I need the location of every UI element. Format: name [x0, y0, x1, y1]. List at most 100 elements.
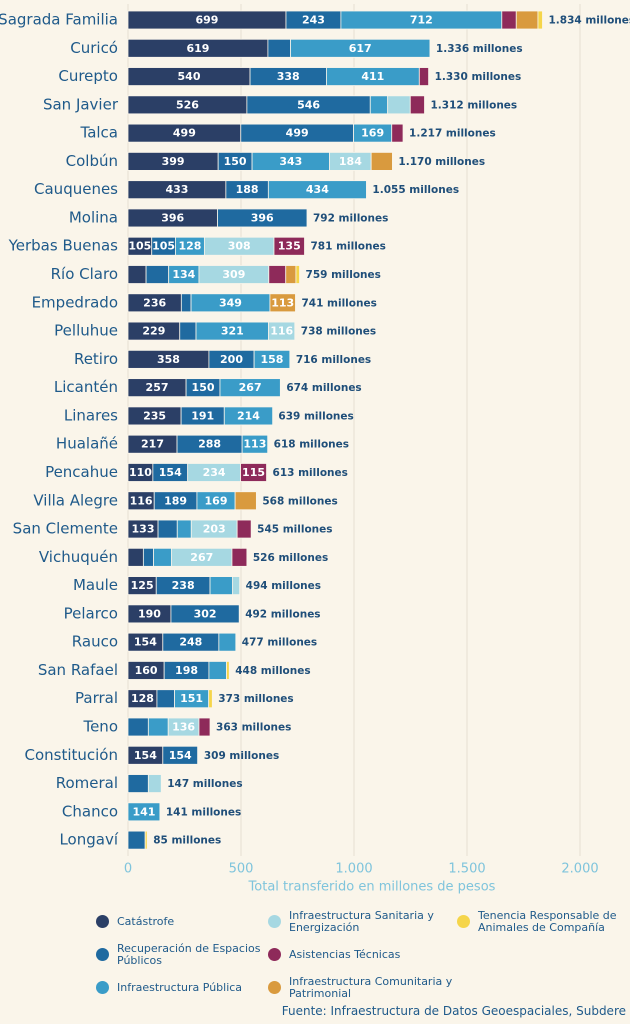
bar-segment: [253, 349, 291, 369]
segment-label: 712: [410, 14, 433, 27]
total-label: 613 millones: [273, 467, 348, 479]
segment-label: 134: [172, 268, 195, 281]
legend-item: Recuperación de Espacios Públicos: [96, 938, 268, 971]
category-label: Maule: [73, 576, 118, 594]
total-label: 1.217 millones: [409, 128, 496, 140]
segment-label: 133: [132, 523, 155, 536]
segment-label: 184: [339, 155, 362, 168]
segment-label: 358: [157, 353, 180, 366]
bar-segment: [269, 293, 296, 313]
bar-segment: [226, 661, 230, 680]
category-label: Licantén: [54, 378, 118, 396]
segment-label: 214: [237, 409, 260, 422]
total-label: 1.312 millones: [431, 99, 518, 111]
segment-label: 200: [220, 353, 243, 366]
segment-label: 190: [138, 607, 161, 620]
total-label: 309 millones: [204, 750, 279, 762]
total-label: 1.055 millones: [372, 184, 459, 196]
bar-segment: [515, 10, 539, 30]
bar-segment: [145, 265, 170, 284]
category-label: Retiro: [74, 350, 118, 368]
segment-label: 526: [176, 98, 199, 111]
bar-segment: [240, 463, 267, 482]
bar-segment: [267, 180, 367, 200]
bar-segment: [267, 38, 291, 58]
bar-segment: [223, 406, 274, 426]
segment-label: 154: [169, 749, 192, 762]
segment-label: 309: [222, 268, 245, 281]
total-label: 85 millones: [153, 835, 221, 847]
segment-label: 125: [131, 579, 154, 592]
bar-segment: [147, 717, 169, 737]
category-label: Constitución: [24, 746, 118, 764]
segment-label: 396: [161, 211, 184, 224]
bar-segment: [268, 265, 287, 284]
category-label: Empedrado: [32, 293, 118, 311]
bar-segment: [217, 208, 308, 228]
bar-segment: [537, 10, 543, 30]
category-label: Parral: [75, 689, 118, 707]
category-label: Longaví: [59, 831, 118, 849]
total-label: 674 millones: [286, 382, 361, 394]
legend-label: Asistencias Técnicas: [289, 947, 401, 961]
bar-segment: [179, 321, 197, 341]
segment-label: 399: [162, 155, 185, 168]
category-label: San Javier: [43, 95, 119, 113]
segment-label: 308: [228, 240, 251, 253]
bar-segment: [162, 745, 199, 765]
bar-segment: [369, 95, 389, 115]
legend-swatch: [268, 981, 281, 994]
bar-segment: [219, 378, 281, 398]
segment-label: 499: [286, 127, 309, 140]
segment-label: 154: [159, 466, 182, 479]
segment-label: 188: [236, 183, 259, 196]
bar-segment: [232, 576, 241, 595]
total-label: 141 millones: [166, 806, 241, 818]
segment-label: 267: [239, 381, 262, 394]
bar-segment: [180, 293, 192, 313]
total-label: 494 millones: [246, 580, 321, 592]
segment-label: 234: [203, 466, 226, 479]
x-tick-label: 1.500: [448, 862, 485, 877]
total-label: 477 millones: [242, 637, 317, 649]
segment-label: 189: [164, 494, 187, 507]
x-tick-label: 500: [229, 862, 254, 877]
legend-item: Asistencias Técnicas: [268, 938, 457, 971]
segment-label: 396: [251, 211, 274, 224]
category-label: San Clemente: [13, 520, 118, 538]
bar-segment: [127, 774, 149, 793]
total-label: 716 millones: [296, 354, 371, 366]
bar-segment: [153, 547, 173, 567]
bar-segment: [127, 717, 149, 737]
category-label: Villa Alegre: [33, 491, 118, 509]
segment-label: 135: [278, 240, 301, 253]
category-label: Pencahue: [45, 463, 118, 481]
category-label: Vichuquén: [39, 548, 118, 566]
bar-segment: [147, 774, 162, 793]
bar-segment: [285, 265, 297, 284]
segment-label: 229: [142, 325, 165, 338]
bar-segment: [170, 604, 240, 624]
chart: Total transferido en millones de pesos 0…: [0, 4, 630, 895]
segment-label: 546: [297, 98, 320, 111]
category-label: Hualañé: [56, 435, 118, 453]
segment-label: 191: [191, 409, 214, 422]
legend-label: Recuperación de Espacios Públicos: [117, 941, 261, 967]
bar-segment: [142, 547, 154, 567]
source: Fuente: Infraestructura de Datos Geoespa…: [281, 1004, 626, 1018]
bar-segment: [387, 95, 411, 115]
bar-segment: [144, 830, 148, 850]
total-label: 545 millones: [257, 524, 332, 536]
segment-label: 105: [152, 240, 175, 253]
legend-label: Infraestructura Sanitaria y Energización: [289, 908, 434, 934]
segment-label: 150: [192, 381, 215, 394]
legend-swatch: [96, 915, 109, 928]
total-label: 147 millones: [167, 778, 242, 790]
bar-segment: [218, 632, 237, 652]
segment-label: 203: [203, 523, 226, 536]
bar-segment: [295, 265, 300, 284]
legend-label: Infraestructura Pública: [117, 980, 243, 994]
total-label: 492 millones: [245, 608, 320, 620]
segment-label: 243: [302, 14, 325, 27]
